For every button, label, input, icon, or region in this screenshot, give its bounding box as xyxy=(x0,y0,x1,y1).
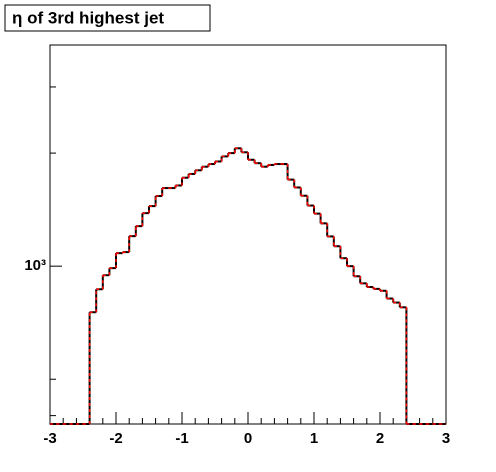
x-tick-label: -3 xyxy=(43,430,56,447)
title-box xyxy=(4,4,211,32)
chart-title: η of 3rd highest jet xyxy=(12,8,164,27)
x-tick-label: -1 xyxy=(175,430,188,447)
x-tick-label: 0 xyxy=(244,430,252,447)
y-tick-label: 10³ xyxy=(24,257,46,274)
x-tick-label: 1 xyxy=(310,430,318,447)
x-tick-label: 2 xyxy=(376,430,384,447)
x-tick-label: 3 xyxy=(442,430,450,447)
x-tick-label: -2 xyxy=(109,430,122,447)
